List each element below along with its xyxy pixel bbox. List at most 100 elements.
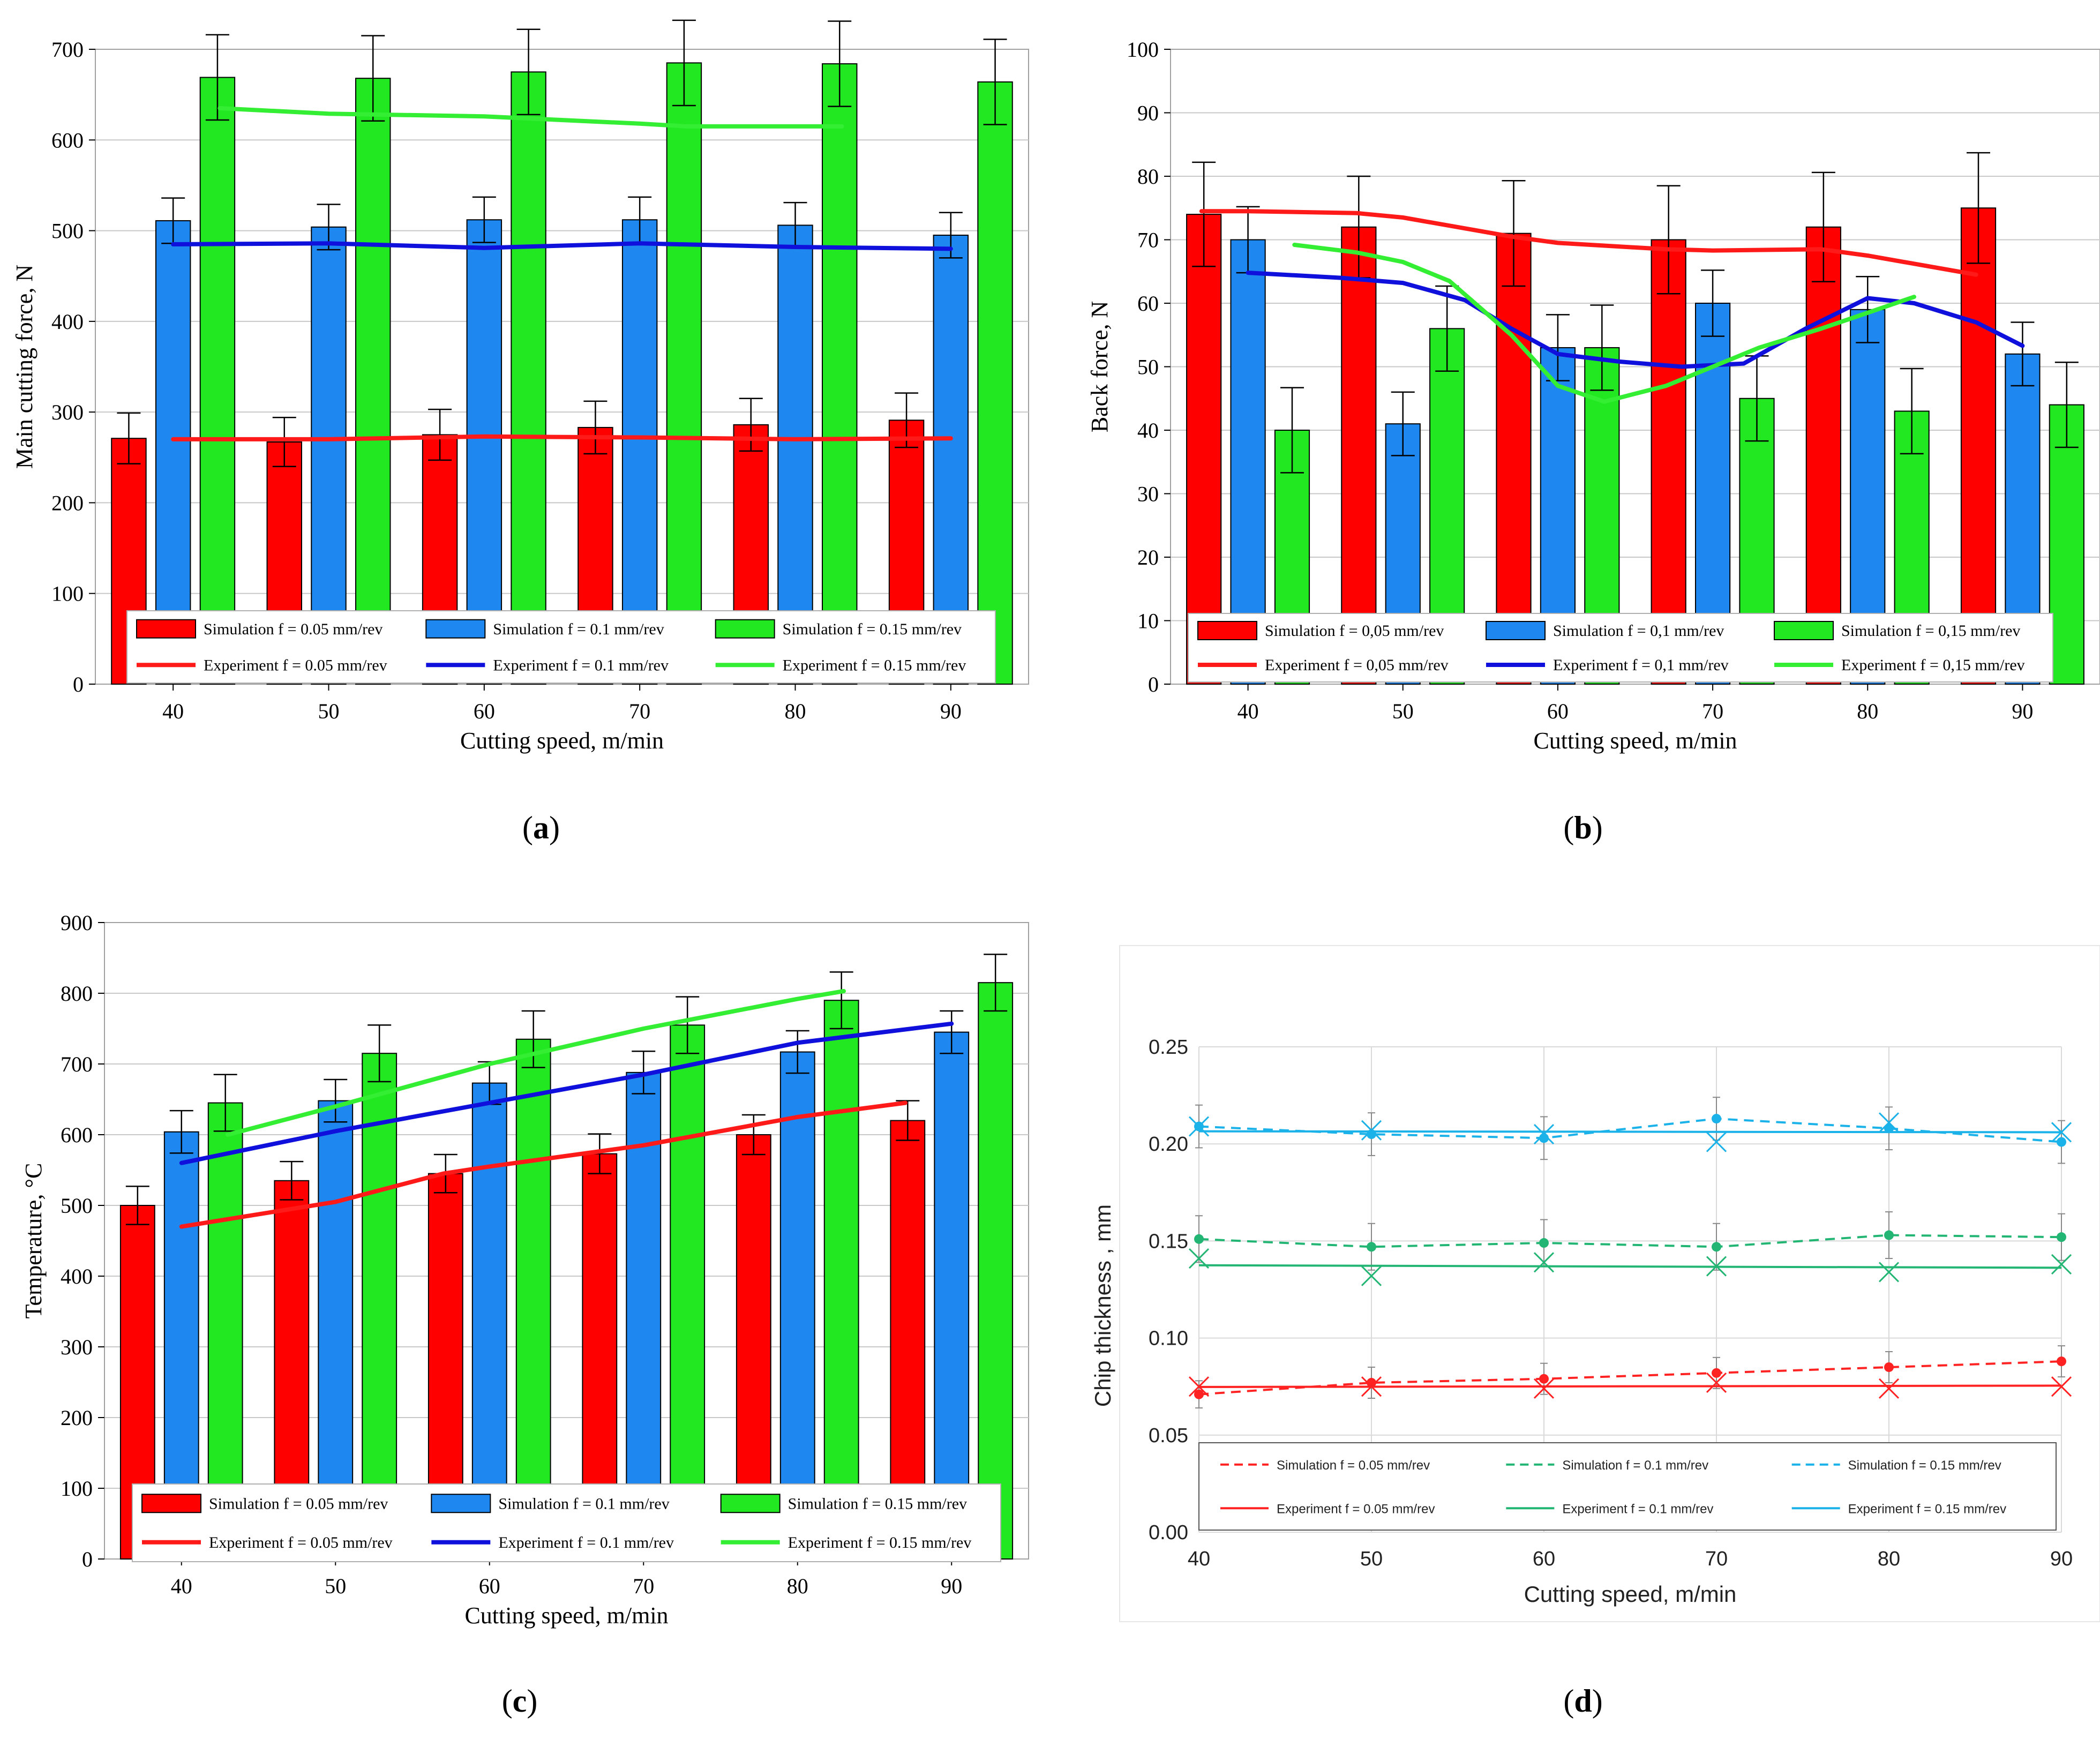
x-tick-label: 60 xyxy=(1533,1548,1555,1570)
bar-simulation-f-0-15-mm-rev-90 xyxy=(978,982,1014,1560)
legend-label: Experiment f = 0.1 mm/rev xyxy=(1562,1502,1713,1516)
x-tick-label: 50 xyxy=(1360,1548,1383,1570)
legend-label: Experiment f = 0.1 mm/rev xyxy=(493,656,669,674)
x-tick-label: 80 xyxy=(785,699,806,723)
data-point xyxy=(1539,1238,1549,1248)
x-axis-title: Cutting speed, m/min xyxy=(1533,728,1737,754)
x-axis-title: Cutting speed, m/min xyxy=(1524,1581,1737,1607)
y-tick-label: 400 xyxy=(51,310,84,334)
panel-caption: (d) xyxy=(1563,1683,1602,1719)
bar-simulation-f-0-15-mm-rev-50 xyxy=(362,1053,398,1560)
series-experiment-f-0-15-mm-rev xyxy=(1188,1112,2072,1152)
panel-caption: (b) xyxy=(1563,810,1602,845)
data-point xyxy=(1367,1242,1376,1252)
data-point xyxy=(1884,1362,1894,1372)
y-axis-title: Back force, N xyxy=(1086,301,1113,433)
legend-label: Simulation f = 0.15 mm/rev xyxy=(1848,1458,2001,1473)
y-tick-label: 20 xyxy=(1137,545,1159,569)
y-tick-label: 100 xyxy=(61,1476,93,1501)
legend-label: Simulation f = 0.1 mm/rev xyxy=(493,620,664,638)
bar-simulation-f-0-15-mm-rev-70 xyxy=(670,1024,706,1560)
legend-label: Simulation f = 0.05 mm/rev xyxy=(1277,1458,1430,1473)
series-simulation-f-0-15-mm-rev xyxy=(1194,1097,2066,1164)
caption-paren: ( xyxy=(1563,1683,1574,1719)
chart-panel-a: 0 100 200 300 400 500 600 700 40 50 60 70 80 90 Simula… xyxy=(11,19,1029,845)
x-tick-label: 50 xyxy=(1392,699,1414,723)
bar-simulation-f-0-05-mm-rev-60 xyxy=(1496,233,1532,685)
x-axis-title: Cutting speed, m/min xyxy=(464,1602,668,1629)
bar-simulation-f-0-1-mm-rev-80 xyxy=(777,224,813,685)
y-axis-title: Main cutting force, N xyxy=(11,265,38,469)
y-tick-label: 50 xyxy=(1137,355,1159,379)
legend-label: Experiment f = 0.05 mm/rev xyxy=(209,1534,393,1551)
legend-label: Experiment f = 0,1 mm/rev xyxy=(1553,656,1729,674)
data-point-x xyxy=(1188,1376,1210,1397)
x-tick-label: 40 xyxy=(1238,699,1259,723)
series-simulation-f-0-05-mm-rev xyxy=(1194,1345,2066,1409)
chart-panel-c: 0 100 200 300 400 500 600 700 800 900 40 50 60 70 80 90… xyxy=(20,911,1029,1719)
caption-paren: ( xyxy=(1563,810,1574,845)
legend-swatch xyxy=(431,1494,491,1513)
data-point xyxy=(1194,1234,1204,1244)
data-point-x xyxy=(1361,1265,1382,1286)
legend-box xyxy=(132,1483,1001,1562)
y-tick-label: 0.20 xyxy=(1149,1133,1188,1156)
bar-simulation-f-0-15-mm-rev-60 xyxy=(515,1038,551,1560)
bar-simulation-f-0-05-mm-rev-40 xyxy=(1186,214,1222,685)
bar-simulation-f-0-05-mm-rev-70 xyxy=(1651,239,1686,685)
legend-label: Experiment f = 0,05 mm/rev xyxy=(1265,656,1449,674)
legend-box xyxy=(1188,613,2053,683)
x-tick-label: 70 xyxy=(629,699,650,723)
bar-simulation-f-0-15-mm-rev-40 xyxy=(199,77,236,685)
data-point-x xyxy=(1878,1112,1900,1133)
bar-simulation-f-0-15-mm-rev-80 xyxy=(823,1000,859,1560)
line-experiment-f-0-05-mm-rev xyxy=(171,434,953,441)
y-tick-label: 900 xyxy=(61,911,93,935)
data-point-x xyxy=(1706,1372,1727,1393)
series-line xyxy=(1198,1360,2062,1396)
legend-box xyxy=(126,610,996,684)
y-tick-label: 80 xyxy=(1137,164,1159,189)
series-line xyxy=(1198,1118,2062,1143)
legend-swatch xyxy=(715,619,775,639)
chart-frame xyxy=(1119,945,2100,1622)
legend-label: Simulation f = 0,1 mm/rev xyxy=(1553,622,1724,640)
caption-paren: ) xyxy=(1592,1683,1603,1719)
y-tick-label: 0.10 xyxy=(1149,1328,1188,1350)
y-tick-label: 800 xyxy=(61,981,93,1006)
data-point-x xyxy=(1533,1252,1555,1273)
panel-caption: (c) xyxy=(502,1683,538,1719)
bar-simulation-f-0-1-mm-rev-60 xyxy=(466,219,502,685)
bar-simulation-f-0-15-mm-rev-60 xyxy=(511,71,546,685)
caption-letter: d xyxy=(1574,1683,1592,1719)
bar-simulation-f-0-1-mm-rev-70 xyxy=(621,219,658,685)
data-point xyxy=(1884,1230,1894,1240)
bar-simulation-f-0-1-mm-rev-80 xyxy=(779,1051,815,1560)
x-tick-label: 60 xyxy=(474,699,495,723)
y-tick-label: 700 xyxy=(51,38,84,62)
line-experiment-f-0-15-mm-rev xyxy=(1292,243,1916,404)
legend-label: Simulation f = 0,15 mm/rev xyxy=(1841,622,2020,640)
y-tick-label: 600 xyxy=(61,1123,93,1147)
legend-label: Simulation f = 0.05 mm/rev xyxy=(204,620,382,638)
legend-swatch xyxy=(1774,621,1834,640)
data-point-x xyxy=(1533,1124,1555,1145)
x-tick-label: 80 xyxy=(787,1574,808,1598)
data-point xyxy=(1194,1389,1204,1399)
legend-label: Experiment f = 0.15 mm/rev xyxy=(788,1534,972,1551)
bar-simulation-f-0-15-mm-rev-50 xyxy=(355,78,391,685)
x-tick-label: 50 xyxy=(325,1574,346,1598)
y-tick-label: 10 xyxy=(1137,609,1159,633)
legend-label: Simulation f = 0,05 mm/rev xyxy=(1265,622,1444,640)
y-tick-label: 200 xyxy=(51,491,84,515)
caption-letter: a xyxy=(533,810,549,845)
data-point-x xyxy=(2051,1254,2072,1275)
y-tick-label: 0 xyxy=(82,1547,93,1571)
y-tick-label: 600 xyxy=(51,128,84,152)
legend-swatch xyxy=(720,1494,781,1513)
data-point xyxy=(2057,1356,2066,1367)
legend-swatch xyxy=(425,619,486,639)
bar-simulation-f-0-15-mm-rev-90 xyxy=(977,81,1013,685)
x-axis-title: Cutting speed, m/min xyxy=(460,728,664,754)
caption-letter: b xyxy=(1574,810,1592,845)
